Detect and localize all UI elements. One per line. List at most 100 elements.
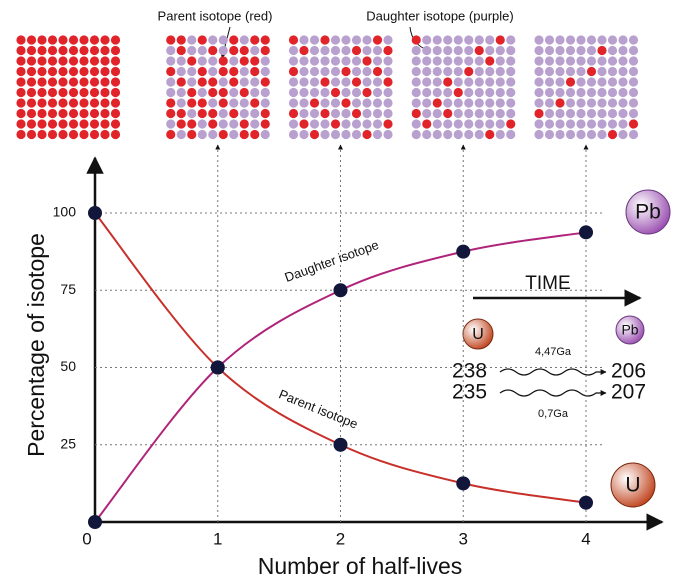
atom bbox=[618, 98, 627, 107]
atom bbox=[320, 67, 329, 76]
atom bbox=[555, 46, 564, 55]
atom bbox=[16, 109, 25, 118]
atom bbox=[100, 88, 109, 97]
atom bbox=[433, 88, 442, 97]
atom bbox=[383, 67, 392, 76]
atom bbox=[587, 77, 596, 86]
atom bbox=[310, 98, 319, 107]
atom bbox=[485, 67, 494, 76]
atom bbox=[198, 77, 207, 86]
atom bbox=[443, 98, 452, 107]
atom bbox=[289, 67, 298, 76]
atom bbox=[566, 35, 575, 44]
atom bbox=[362, 98, 371, 107]
daughter-mass: 206 bbox=[611, 360, 646, 383]
atom bbox=[16, 88, 25, 97]
atom bbox=[219, 88, 228, 97]
atom bbox=[587, 88, 596, 97]
atom bbox=[373, 67, 382, 76]
atom bbox=[240, 77, 249, 86]
atom bbox=[208, 35, 217, 44]
atom bbox=[219, 56, 228, 65]
atom bbox=[177, 88, 186, 97]
atom bbox=[464, 119, 473, 128]
atom bbox=[433, 130, 442, 139]
atom bbox=[299, 98, 308, 107]
atom bbox=[352, 119, 361, 128]
atom bbox=[100, 35, 109, 44]
atom bbox=[166, 119, 175, 128]
atom bbox=[289, 77, 298, 86]
atom bbox=[485, 88, 494, 97]
atom bbox=[48, 46, 57, 55]
atom bbox=[454, 46, 463, 55]
atom-grid bbox=[412, 35, 516, 139]
atom bbox=[576, 119, 585, 128]
atom bbox=[587, 35, 596, 44]
atom bbox=[362, 46, 371, 55]
atom bbox=[608, 46, 617, 55]
atom bbox=[545, 88, 554, 97]
x-tick-label: 3 bbox=[459, 529, 468, 548]
atom bbox=[198, 35, 207, 44]
atom bbox=[496, 119, 505, 128]
atom bbox=[412, 46, 421, 55]
atom bbox=[250, 119, 259, 128]
atom bbox=[27, 98, 36, 107]
atom bbox=[597, 88, 606, 97]
atom bbox=[608, 119, 617, 128]
atom bbox=[383, 46, 392, 55]
atom bbox=[90, 119, 99, 128]
atom bbox=[219, 77, 228, 86]
atom bbox=[618, 56, 627, 65]
atom bbox=[90, 77, 99, 86]
atom bbox=[240, 67, 249, 76]
atom bbox=[299, 56, 308, 65]
atom bbox=[597, 130, 606, 139]
atom bbox=[166, 88, 175, 97]
atom bbox=[587, 109, 596, 118]
atom bbox=[506, 109, 515, 118]
atom bbox=[608, 109, 617, 118]
atom bbox=[250, 109, 259, 118]
atom bbox=[208, 46, 217, 55]
atom bbox=[341, 35, 350, 44]
atom bbox=[383, 56, 392, 65]
atom bbox=[618, 130, 627, 139]
atom bbox=[58, 130, 67, 139]
x-tick-label: 0 bbox=[82, 529, 91, 548]
atom bbox=[219, 98, 228, 107]
atom bbox=[261, 109, 270, 118]
atom bbox=[629, 35, 638, 44]
atom bbox=[352, 98, 361, 107]
atom bbox=[454, 77, 463, 86]
atom bbox=[475, 46, 484, 55]
decay-arrow bbox=[500, 369, 606, 375]
atom bbox=[383, 35, 392, 44]
atom bbox=[534, 130, 543, 139]
atom bbox=[27, 130, 36, 139]
atom bbox=[475, 67, 484, 76]
atom bbox=[412, 98, 421, 107]
atom bbox=[79, 56, 88, 65]
atom bbox=[618, 119, 627, 128]
atom bbox=[58, 46, 67, 55]
atom bbox=[166, 56, 175, 65]
atom bbox=[443, 67, 452, 76]
atom bbox=[240, 130, 249, 139]
atom bbox=[506, 98, 515, 107]
atom bbox=[166, 109, 175, 118]
atom bbox=[187, 67, 196, 76]
atom bbox=[629, 109, 638, 118]
atom bbox=[608, 98, 617, 107]
atom bbox=[229, 67, 238, 76]
atom bbox=[177, 67, 186, 76]
atom bbox=[555, 35, 564, 44]
atom bbox=[422, 35, 431, 44]
daughter-mass: 207 bbox=[611, 381, 646, 404]
data-point bbox=[334, 438, 348, 452]
atom bbox=[187, 109, 196, 118]
atom bbox=[475, 35, 484, 44]
atom bbox=[310, 88, 319, 97]
atom bbox=[240, 35, 249, 44]
